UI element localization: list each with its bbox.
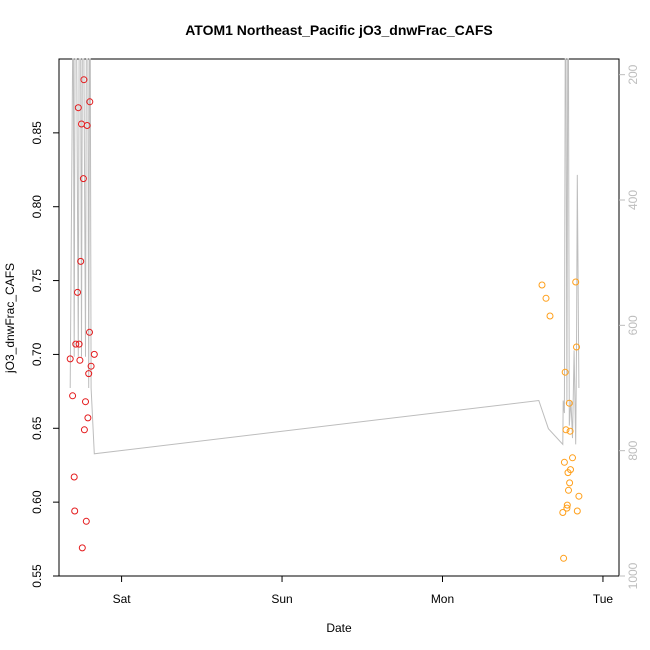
- data-point: [90, 350, 98, 358]
- x-axis-label: Date: [326, 621, 352, 635]
- data-point: [77, 257, 85, 265]
- data-point: [566, 479, 574, 487]
- data-point: [74, 104, 82, 112]
- y-tick-label: 0.70: [30, 342, 44, 366]
- x-axis: Sat Sun Mon Tue: [113, 576, 614, 606]
- data-point: [86, 328, 93, 336]
- x-tick-label: Sun: [271, 592, 292, 606]
- y-tick-label: 0.65: [30, 416, 44, 440]
- y-axis-label: jO3_dnwFrac_CAFS: [3, 263, 17, 374]
- data-point: [80, 76, 88, 84]
- y2-axis: 200 400 600 800 1000: [619, 64, 640, 589]
- data-point: [566, 427, 574, 435]
- y2-tick-label: 200: [626, 64, 640, 84]
- data-point: [75, 340, 83, 348]
- data-point: [82, 398, 89, 406]
- data-point: [80, 426, 88, 434]
- data-point: [538, 281, 546, 289]
- y2-tick-label: 800: [626, 440, 640, 460]
- data-point: [87, 362, 95, 370]
- data-point: [569, 454, 576, 462]
- data-point: [561, 368, 569, 376]
- data-point: [70, 473, 78, 481]
- data-point: [563, 504, 571, 512]
- data-point: [565, 399, 573, 407]
- data-point: [82, 517, 90, 525]
- y-axis: 0.55 0.60 0.65 0.70 0.75 0.80 0.85: [30, 121, 59, 588]
- data-point: [567, 466, 574, 474]
- altitude-line-layer: [69, 58, 580, 455]
- chart-title: ATOM1 Northeast_Pacific jO3_dnwFrac_CAFS: [185, 22, 493, 38]
- data-point: [546, 312, 554, 320]
- data-point: [74, 288, 81, 296]
- y-tick-label: 0.75: [30, 269, 44, 293]
- data-point: [572, 278, 580, 286]
- points-layer: [66, 76, 583, 562]
- y-tick-label: 0.80: [30, 195, 44, 219]
- data-point: [76, 356, 84, 364]
- data-point: [69, 392, 77, 400]
- x-tick-label: Mon: [431, 592, 454, 606]
- y-tick-label: 0.60: [30, 490, 44, 514]
- data-point: [84, 414, 92, 422]
- x-tick-label: Tue: [593, 592, 614, 606]
- data-point: [560, 458, 568, 466]
- data-point: [565, 486, 572, 494]
- data-point: [573, 507, 581, 515]
- y2-tick-label: 1000: [626, 562, 640, 589]
- y-tick-label: 0.85: [30, 121, 44, 145]
- y-tick-label: 0.55: [30, 564, 44, 588]
- y2-tick-label: 400: [626, 190, 640, 210]
- data-point: [72, 340, 80, 348]
- data-point: [573, 343, 580, 351]
- data-point: [86, 98, 94, 106]
- data-point: [79, 175, 87, 183]
- data-point: [71, 507, 79, 515]
- x-tick-label: Sat: [113, 592, 132, 606]
- plot-frame: [58, 58, 620, 577]
- data-point: [563, 501, 571, 509]
- data-point: [542, 294, 550, 302]
- y2-tick-label: 600: [626, 315, 640, 335]
- data-point: [575, 492, 583, 500]
- data-point: [66, 355, 74, 363]
- data-point: [78, 544, 86, 552]
- data-point: [559, 509, 567, 516]
- data-point: [83, 122, 91, 129]
- data-point: [85, 370, 93, 378]
- data-point: [560, 554, 568, 562]
- altitude-line: [69, 58, 580, 455]
- data-point: [562, 426, 570, 434]
